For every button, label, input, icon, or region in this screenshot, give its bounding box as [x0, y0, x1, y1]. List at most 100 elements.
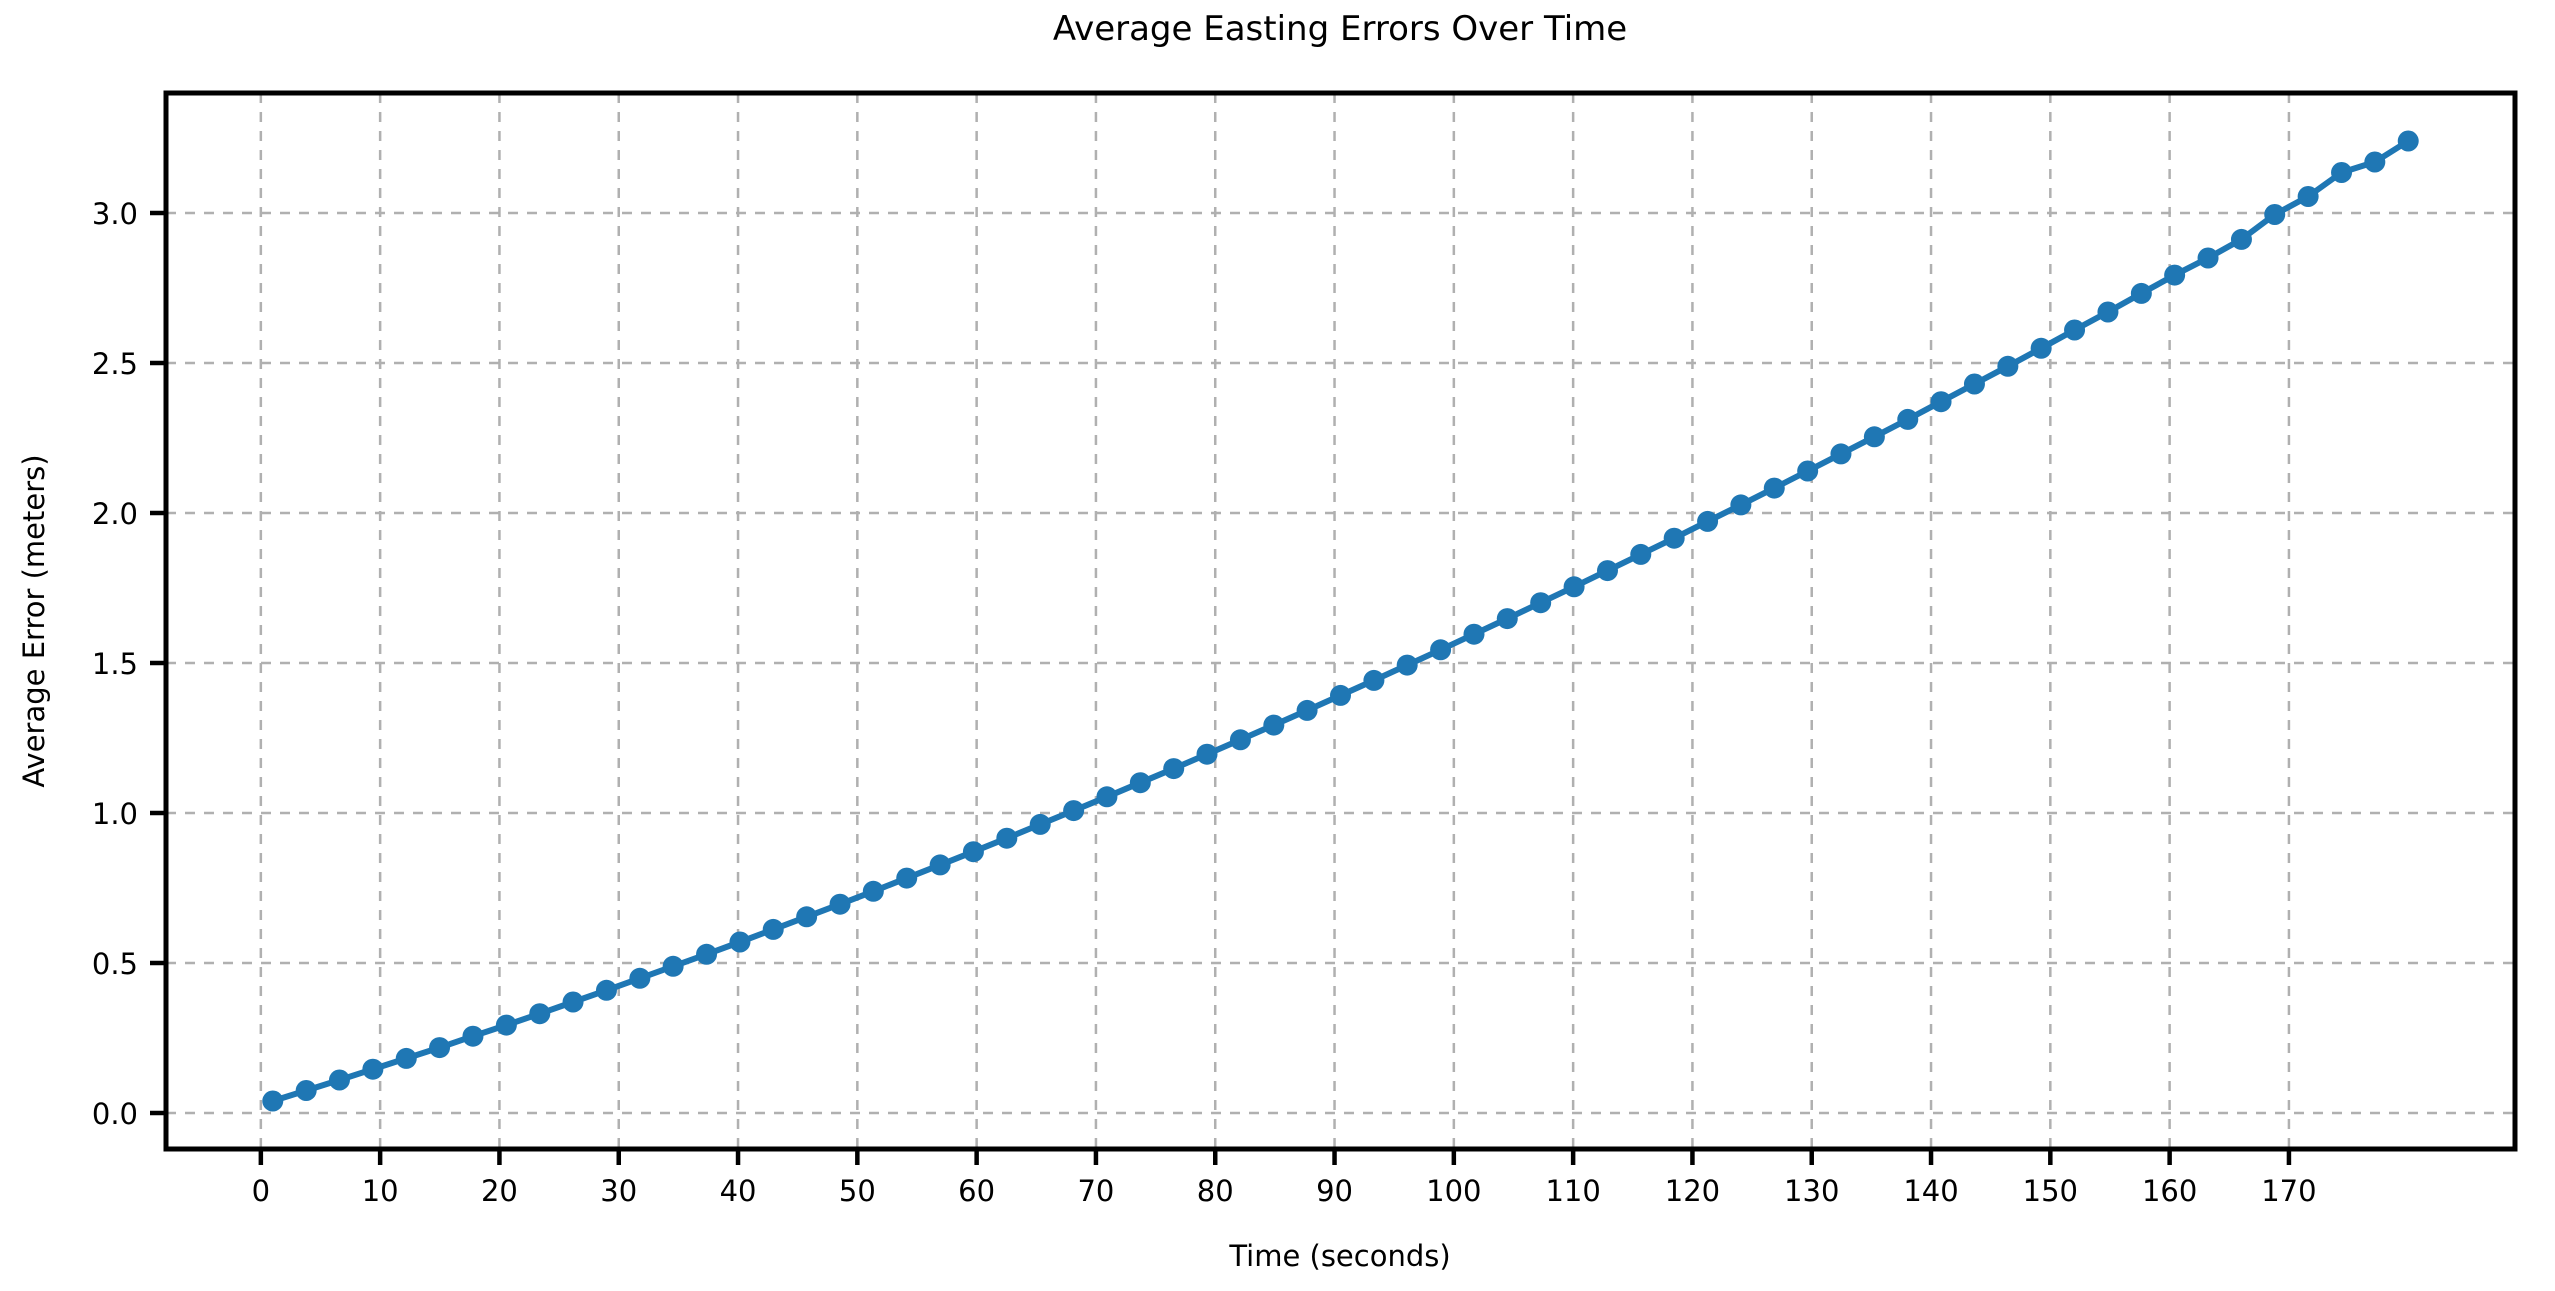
data-point [1363, 669, 1385, 691]
data-point [2164, 264, 2186, 286]
data-point [1129, 772, 1151, 794]
x-tick-label: 20 [481, 1174, 518, 1208]
data-point [662, 955, 684, 977]
data-point [562, 991, 584, 1013]
data-point [1830, 443, 1852, 465]
data-point [1596, 560, 1618, 582]
y-tick-label: 0.0 [92, 1097, 138, 1131]
y-tick-label: 2.5 [92, 347, 138, 381]
axes-frame [163, 90, 2518, 1152]
data-point [1663, 527, 1685, 549]
data-series [262, 130, 2419, 1112]
data-point [1897, 408, 1919, 430]
x-tick-label: 110 [1545, 1174, 1600, 1208]
data-point [1563, 576, 1585, 598]
data-point [2130, 282, 2152, 304]
x-tick-label: 10 [362, 1174, 399, 1208]
data-point [362, 1058, 384, 1080]
x-tick-label: 60 [958, 1174, 995, 1208]
data-point [1430, 639, 1452, 661]
data-point [696, 943, 718, 965]
y-tick-label: 3.0 [92, 197, 138, 231]
data-point [395, 1047, 417, 1069]
data-point [1263, 714, 1285, 736]
data-point [829, 893, 851, 915]
data-point [1063, 800, 1085, 822]
data-point [295, 1080, 317, 1101]
data-point [2264, 204, 2286, 225]
x-tick-label: 30 [600, 1174, 637, 1208]
data-point [2097, 301, 2119, 323]
data-line [271, 138, 2410, 1104]
y-axis-label: Average Error (meters) [17, 454, 51, 787]
data-point [462, 1025, 484, 1047]
data-point [1630, 543, 1652, 565]
y-tick-label: 0.5 [92, 947, 138, 981]
data-point [762, 918, 784, 940]
x-tick-label: 80 [1197, 1174, 1234, 1208]
data-point [2397, 130, 2419, 152]
x-tick-label: 170 [2261, 1174, 2316, 1208]
data-point [1496, 608, 1518, 630]
data-point [929, 854, 951, 876]
x-tick-label: 130 [1784, 1174, 1839, 1208]
data-point [1330, 684, 1351, 706]
data-point [1697, 510, 1719, 532]
data-point [2230, 228, 2252, 250]
data-point [796, 906, 818, 928]
x-tick-label: 50 [839, 1174, 876, 1208]
data-point [1530, 592, 1552, 614]
x-tick-label: 140 [1903, 1174, 1958, 1208]
data-point [2364, 151, 2386, 173]
axis-tick-labels: 0 10 20 30 40 50 60 70 80 90 100 110 120 130 140 150 160… [92, 197, 2317, 1208]
data-point [262, 1090, 284, 1112]
data-point [1229, 729, 1251, 751]
data-point [729, 931, 751, 953]
data-point [996, 827, 1018, 849]
data-point [1797, 460, 1819, 482]
data-point [2331, 162, 2353, 183]
data-point [2197, 247, 2219, 269]
data-point [1463, 623, 1485, 645]
data-point [2030, 337, 2052, 359]
data-point [529, 1003, 551, 1025]
x-tick-label: 40 [720, 1174, 757, 1208]
data-point [1863, 426, 1885, 448]
y-tick-label: 1.0 [92, 797, 138, 831]
plot-frame [163, 90, 2518, 1152]
data-point [429, 1037, 451, 1059]
data-point [2297, 186, 2319, 207]
x-tick-label: 100 [1426, 1174, 1481, 1208]
x-tick-label: 70 [1077, 1174, 1114, 1208]
data-point [1096, 786, 1118, 808]
data-point [1196, 743, 1218, 765]
axis-ticks [150, 210, 2292, 1165]
data-point [595, 979, 617, 1001]
data-point [1029, 813, 1051, 835]
data-point [1930, 391, 1952, 413]
x-tick-label: 90 [1316, 1174, 1353, 1208]
gridlines [166, 93, 2515, 1149]
y-tick-label: 2.0 [92, 497, 138, 531]
data-point [962, 841, 984, 863]
data-point [495, 1014, 517, 1036]
x-tick-label: 120 [1665, 1174, 1720, 1208]
data-point [1163, 758, 1185, 780]
data-point [1997, 355, 2019, 377]
data-point [1963, 373, 1985, 395]
data-point [1396, 654, 1418, 676]
data-point [862, 880, 884, 902]
data-point [1296, 699, 1318, 721]
data-point [1730, 494, 1752, 516]
data-point [896, 867, 918, 889]
data-point [328, 1069, 350, 1091]
data-point [629, 967, 651, 989]
data-point [1763, 477, 1785, 499]
x-tick-label: 0 [252, 1174, 270, 1208]
data-point [2064, 319, 2086, 341]
x-tick-label: 150 [2023, 1174, 2078, 1208]
chart-title: Average Easting Errors Over Time [1053, 9, 1627, 49]
x-tick-label: 160 [2142, 1174, 2197, 1208]
